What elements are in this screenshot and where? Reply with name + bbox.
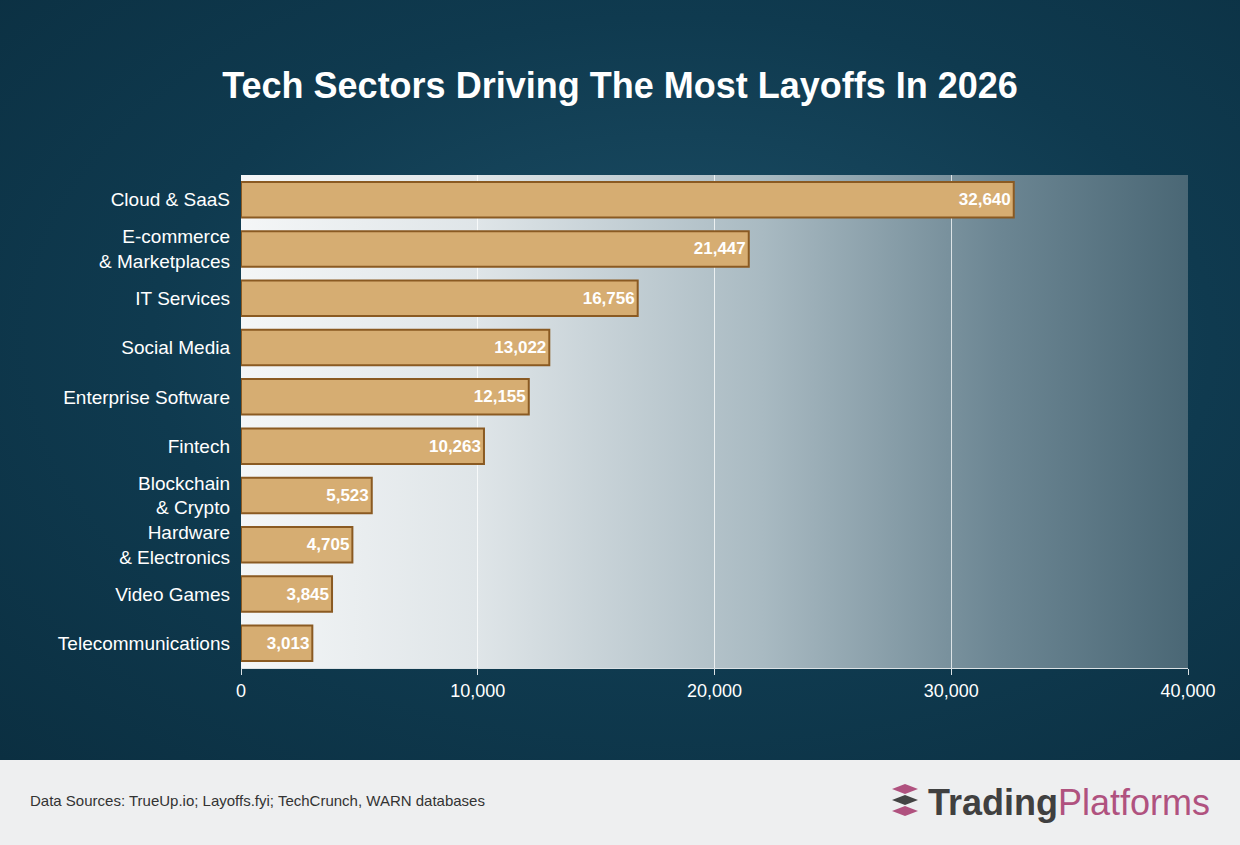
svg-text:Social Media: Social Media xyxy=(121,337,230,358)
svg-text:3,013: 3,013 xyxy=(267,634,310,653)
svg-text:10,263: 10,263 xyxy=(429,437,481,456)
svg-text:Enterprise Software: Enterprise Software xyxy=(63,387,230,408)
svg-text:12,155: 12,155 xyxy=(474,387,526,406)
svg-text:Fintech: Fintech xyxy=(168,436,230,457)
svg-text:13,022: 13,022 xyxy=(494,338,546,357)
svg-text:IT Services: IT Services xyxy=(135,288,230,309)
svg-text:32,640: 32,640 xyxy=(959,190,1011,209)
svg-text:Blockchain& Crypto: Blockchain& Crypto xyxy=(138,473,230,519)
svg-text:0: 0 xyxy=(236,681,246,701)
svg-text:Cloud & SaaS: Cloud & SaaS xyxy=(111,189,230,210)
svg-text:4,705: 4,705 xyxy=(307,535,350,554)
svg-text:21,447: 21,447 xyxy=(694,239,746,258)
html-text:Trading Platforms: Trading Platforms xyxy=(927,782,1210,823)
svg-text:Hardware& Electronics: Hardware& Electronics xyxy=(119,522,230,568)
svg-text:20,000: 20,000 xyxy=(687,681,742,701)
svg-text:16,756: 16,756 xyxy=(583,289,635,308)
html-text:Data Sources: TrueUp.io; Layof: Data Sources: TrueUp.io; Layoffs.fyi; Te… xyxy=(30,792,485,809)
svg-text:40,000: 40,000 xyxy=(1160,681,1215,701)
svg-text:30,000: 30,000 xyxy=(924,681,979,701)
svg-text:5,523: 5,523 xyxy=(326,486,369,505)
svg-text:Video Games: Video Games xyxy=(115,584,230,605)
svg-text:E-commerce& Marketplaces: E-commerce& Marketplaces xyxy=(99,226,230,272)
svg-text:Tech Sectors Driving The Most: Tech Sectors Driving The Most Layoffs In… xyxy=(222,65,1018,106)
svg-text:3,845: 3,845 xyxy=(286,585,329,604)
svg-text:10,000: 10,000 xyxy=(450,681,505,701)
svg-text:Telecommunications: Telecommunications xyxy=(58,633,230,654)
